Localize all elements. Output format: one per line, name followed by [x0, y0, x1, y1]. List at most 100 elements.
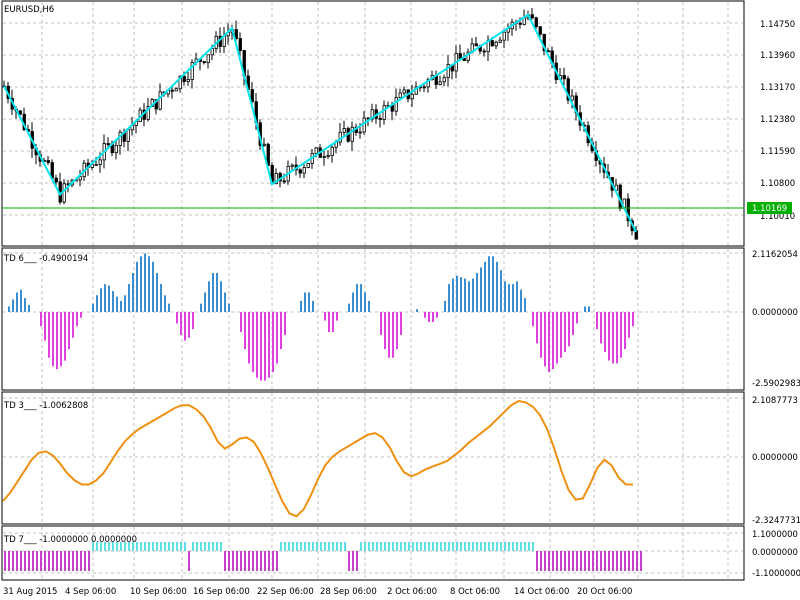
candle-body [502, 31, 506, 41]
candle-body [538, 26, 542, 35]
td3-line-pane[interactable] [2, 399, 633, 518]
td3-tick: -2.3247731 [752, 516, 800, 526]
price-tick: 1.14750 [760, 20, 795, 30]
candle-body [170, 89, 174, 92]
candle-body [482, 50, 486, 53]
candle-body [114, 144, 118, 154]
candle-body [442, 77, 446, 83]
td6-tick: -2.5902983 [752, 379, 800, 389]
zigzag-line [3, 13, 637, 233]
candle-body [626, 198, 630, 222]
candle-body [62, 183, 66, 203]
zigzag-indicator [3, 13, 637, 233]
td6-axis: 2.1162054 0.0000000 -2.5902983 [752, 250, 800, 389]
candle-body [178, 75, 182, 90]
candle-body [330, 146, 334, 156]
candle-body [410, 93, 414, 100]
candle-body [322, 156, 326, 158]
candle-body [282, 180, 286, 183]
td6-tick: 0.0000000 [752, 308, 798, 318]
td6-label: TD 6___ -0.4900194 [3, 254, 88, 264]
candle-body [234, 29, 238, 39]
price-tick: 1.10010 [760, 212, 795, 222]
candle-body [126, 129, 130, 142]
price-pane[interactable] [2, 7, 744, 240]
candle-body [402, 89, 406, 94]
price-tick: 1.12380 [760, 115, 795, 125]
candle-body [298, 169, 302, 174]
candle-body [490, 40, 494, 47]
time-tick: 20 Oct 06:00 [577, 587, 632, 597]
candle-body [562, 75, 566, 80]
price-tick: 1.13170 [760, 83, 795, 93]
candle-body [422, 86, 426, 89]
td3-tick: 0.0000000 [752, 453, 798, 463]
candle-body [382, 105, 386, 120]
price-axis: 1.14750 1.13960 1.13170 1.12380 1.11590 … [760, 20, 795, 222]
candle-body [106, 143, 110, 145]
time-tick: 22 Sep 06:00 [257, 587, 314, 597]
candle-body [266, 143, 270, 166]
td3-axis: 2.1087773 0.0000000 -2.3247731 [752, 396, 800, 526]
td7-histogram [4, 542, 642, 571]
pane-frame [1, 525, 745, 581]
time-axis: 31 Aug 2015 4 Sep 06:00 10 Sep 06:00 16 … [3, 587, 632, 597]
td6-histogram [8, 253, 634, 381]
candle-body [94, 163, 98, 166]
candle-body [570, 95, 574, 101]
td7-histogram-pane[interactable] [4, 542, 642, 571]
time-tick: 28 Sep 06:00 [320, 587, 377, 597]
candle-body [146, 106, 150, 120]
candle-body [202, 61, 206, 64]
td3-line [2, 399, 633, 518]
candle-body [474, 43, 478, 47]
candle-body [462, 58, 466, 61]
candle-body [350, 126, 354, 142]
candle-body [494, 41, 498, 47]
pane-frame [1, 247, 745, 391]
candle-body [518, 22, 522, 25]
candle-body [326, 155, 330, 157]
candle-body [370, 109, 374, 120]
candle-body [378, 117, 382, 120]
candle-body [566, 78, 570, 101]
candle-body [358, 131, 362, 134]
candle-body [250, 89, 254, 103]
td6-tick: 2.1162054 [752, 250, 798, 260]
candle-body [98, 159, 102, 165]
candle-body [78, 176, 82, 181]
td7-axis: 1.1000000 0.0000000 -1.1000000 [752, 530, 800, 579]
td3-tick: 2.1087773 [752, 396, 798, 406]
time-tick: 31 Aug 2015 [3, 587, 57, 597]
candle-body [274, 172, 278, 185]
td7-tick: -1.1000000 [752, 569, 800, 579]
price-tick: 1.11590 [760, 147, 795, 157]
candle-body [154, 99, 158, 110]
candle-body [314, 147, 318, 154]
pane-frames [1, 0, 745, 581]
candle-body [190, 62, 194, 80]
candle-body [262, 143, 266, 146]
candle-body [394, 97, 398, 112]
current-price-tag: 1.10169 [747, 202, 792, 214]
candle-body [522, 17, 526, 25]
candle-body [302, 167, 306, 174]
candle-body [290, 164, 294, 167]
candle-body [182, 75, 186, 82]
td6-histogram-pane[interactable] [8, 253, 634, 381]
candle-body [54, 177, 58, 183]
time-tick: 8 Oct 06:00 [450, 587, 500, 597]
candle-body [306, 163, 310, 168]
candle-body [446, 64, 450, 79]
time-tick: 14 Oct 06:00 [514, 587, 569, 597]
current-price-value: 1.10169 [752, 204, 787, 214]
time-tick: 10 Sep 06:00 [130, 587, 187, 597]
candle-body [362, 117, 366, 133]
candle-body [530, 14, 534, 19]
candle-body [18, 110, 22, 115]
candle-body [498, 39, 502, 43]
symbol-title: EURUSD,H6 [4, 5, 54, 15]
candle-body [174, 88, 178, 92]
pane-frame [1, 0, 745, 247]
